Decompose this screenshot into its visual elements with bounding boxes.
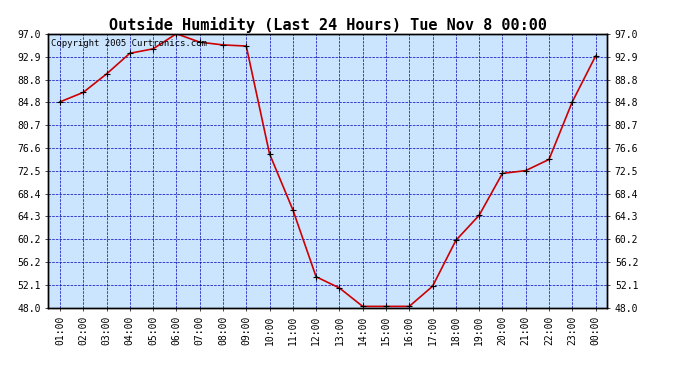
- Title: Outside Humidity (Last 24 Hours) Tue Nov 8 00:00: Outside Humidity (Last 24 Hours) Tue Nov…: [109, 16, 546, 33]
- Text: Copyright 2005 Curtronics.com: Copyright 2005 Curtronics.com: [51, 39, 207, 48]
